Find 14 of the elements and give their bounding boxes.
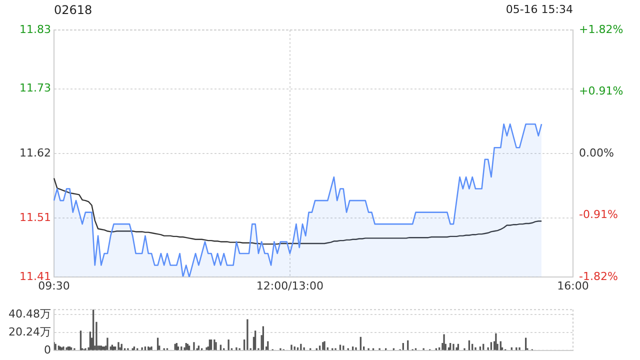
- y-tick-label: 20.24万: [8, 325, 51, 338]
- y2-tick-label: +1.82%: [579, 22, 624, 36]
- y-tick-label: 11.62: [20, 146, 51, 160]
- y-tick-label: 11.83: [20, 22, 51, 36]
- x-tick-label: 12:00/13:00: [256, 279, 324, 292]
- y-tick-label: 11.73: [20, 82, 51, 95]
- text: 05-16 15:34: [506, 3, 573, 16]
- chart-title: 02618: [54, 3, 92, 17]
- y2-tick-label: +0.91%: [579, 84, 624, 98]
- y-tick-label: 40.48万: [8, 308, 51, 321]
- y-tick-label: 11.51: [20, 211, 51, 224]
- y-tick-label: 0: [44, 343, 51, 356]
- y2-tick-label: 0.00%: [579, 146, 614, 160]
- y2-tick-label: -0.91%: [579, 208, 618, 222]
